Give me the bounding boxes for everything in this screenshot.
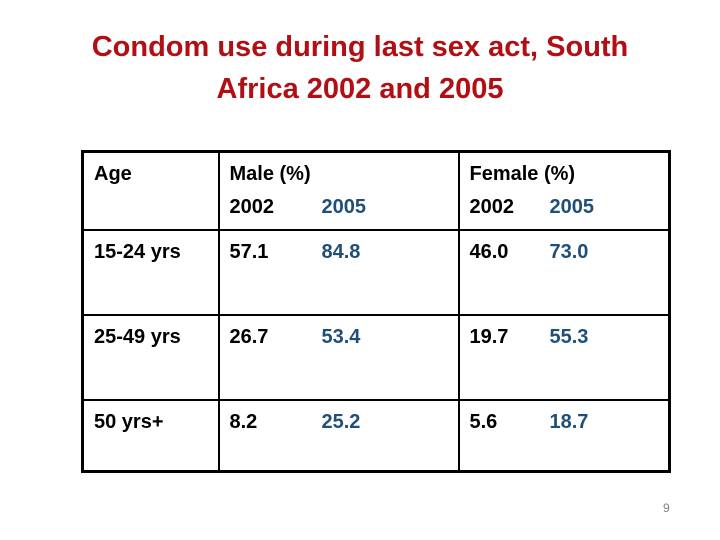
female-year-2002-label: 2002 (469, 196, 515, 218)
female-year-labels: 2002 2005 (470, 191, 667, 224)
male-2005-value: 53.4 (321, 325, 361, 348)
age-value: 50 yrs+ (94, 410, 164, 433)
male-2002-value: 26.7 (229, 325, 269, 348)
age-value: 25-49 yrs (94, 325, 181, 348)
male-2005-value: 84.8 (321, 240, 361, 263)
female-header-label: Female (%) (469, 163, 576, 185)
age-cell: 15-24 yrs (81, 228, 220, 316)
table-row: 50 yrs+ 8.2 25.2 5.6 18.7 (81, 398, 671, 473)
female-2005-value: 73.0 (549, 240, 589, 263)
female-year-2005-label: 2005 (549, 196, 595, 218)
male-values-cell: 26.7 53.4 (217, 313, 460, 401)
table-row: 15-24 yrs 57.1 84.8 46.0 73.0 (81, 228, 671, 316)
male-2002-value: 8.2 (229, 410, 258, 433)
female-2005-value: 55.3 (549, 325, 589, 348)
slide-title: Condom use during last sex act, South Af… (0, 26, 720, 110)
male-2002-value: 57.1 (229, 240, 269, 263)
female-values-cell: 46.0 73.0 (457, 228, 671, 316)
table-row: 25-49 yrs 26.7 53.4 19.7 55.3 (81, 313, 671, 401)
age-header-label: Age (94, 163, 132, 185)
male-2005-value: 25.2 (321, 410, 361, 433)
male-year-labels: 2002 2005 (230, 191, 456, 224)
header-cell-male: Male (%) 2002 2005 (217, 150, 460, 231)
header-cell-female: Female (%) 2002 2005 (457, 150, 671, 231)
male-header-label: Male (%) (229, 163, 311, 185)
female-2002-value: 5.6 (469, 410, 498, 433)
male-year-2005-label: 2005 (321, 196, 367, 218)
female-2002-value: 46.0 (469, 240, 509, 263)
male-year-2002-label: 2002 (229, 196, 275, 218)
table-header-row: Age Male (%) 2002 2005 Female (%) 2002 200… (81, 150, 671, 231)
condom-use-table: Age Male (%) 2002 2005 Female (%) 2002 200… (81, 150, 671, 473)
male-values-cell: 57.1 84.8 (217, 228, 460, 316)
age-cell: 50 yrs+ (81, 398, 220, 473)
age-value: 15-24 yrs (94, 240, 181, 263)
female-values-cell: 19.7 55.3 (457, 313, 671, 401)
male-values-cell: 8.2 25.2 (217, 398, 460, 473)
female-2005-value: 18.7 (549, 410, 589, 433)
age-cell: 25-49 yrs (81, 313, 220, 401)
female-values-cell: 5.6 18.7 (457, 398, 671, 473)
page-number: 9 (663, 501, 670, 515)
slide-title-line2: Africa 2002 and 2005 (216, 73, 504, 105)
female-2002-value: 19.7 (469, 325, 509, 348)
slide-title-line1: Condom use during last sex act, South (91, 31, 629, 63)
header-cell-age: Age (81, 150, 220, 231)
